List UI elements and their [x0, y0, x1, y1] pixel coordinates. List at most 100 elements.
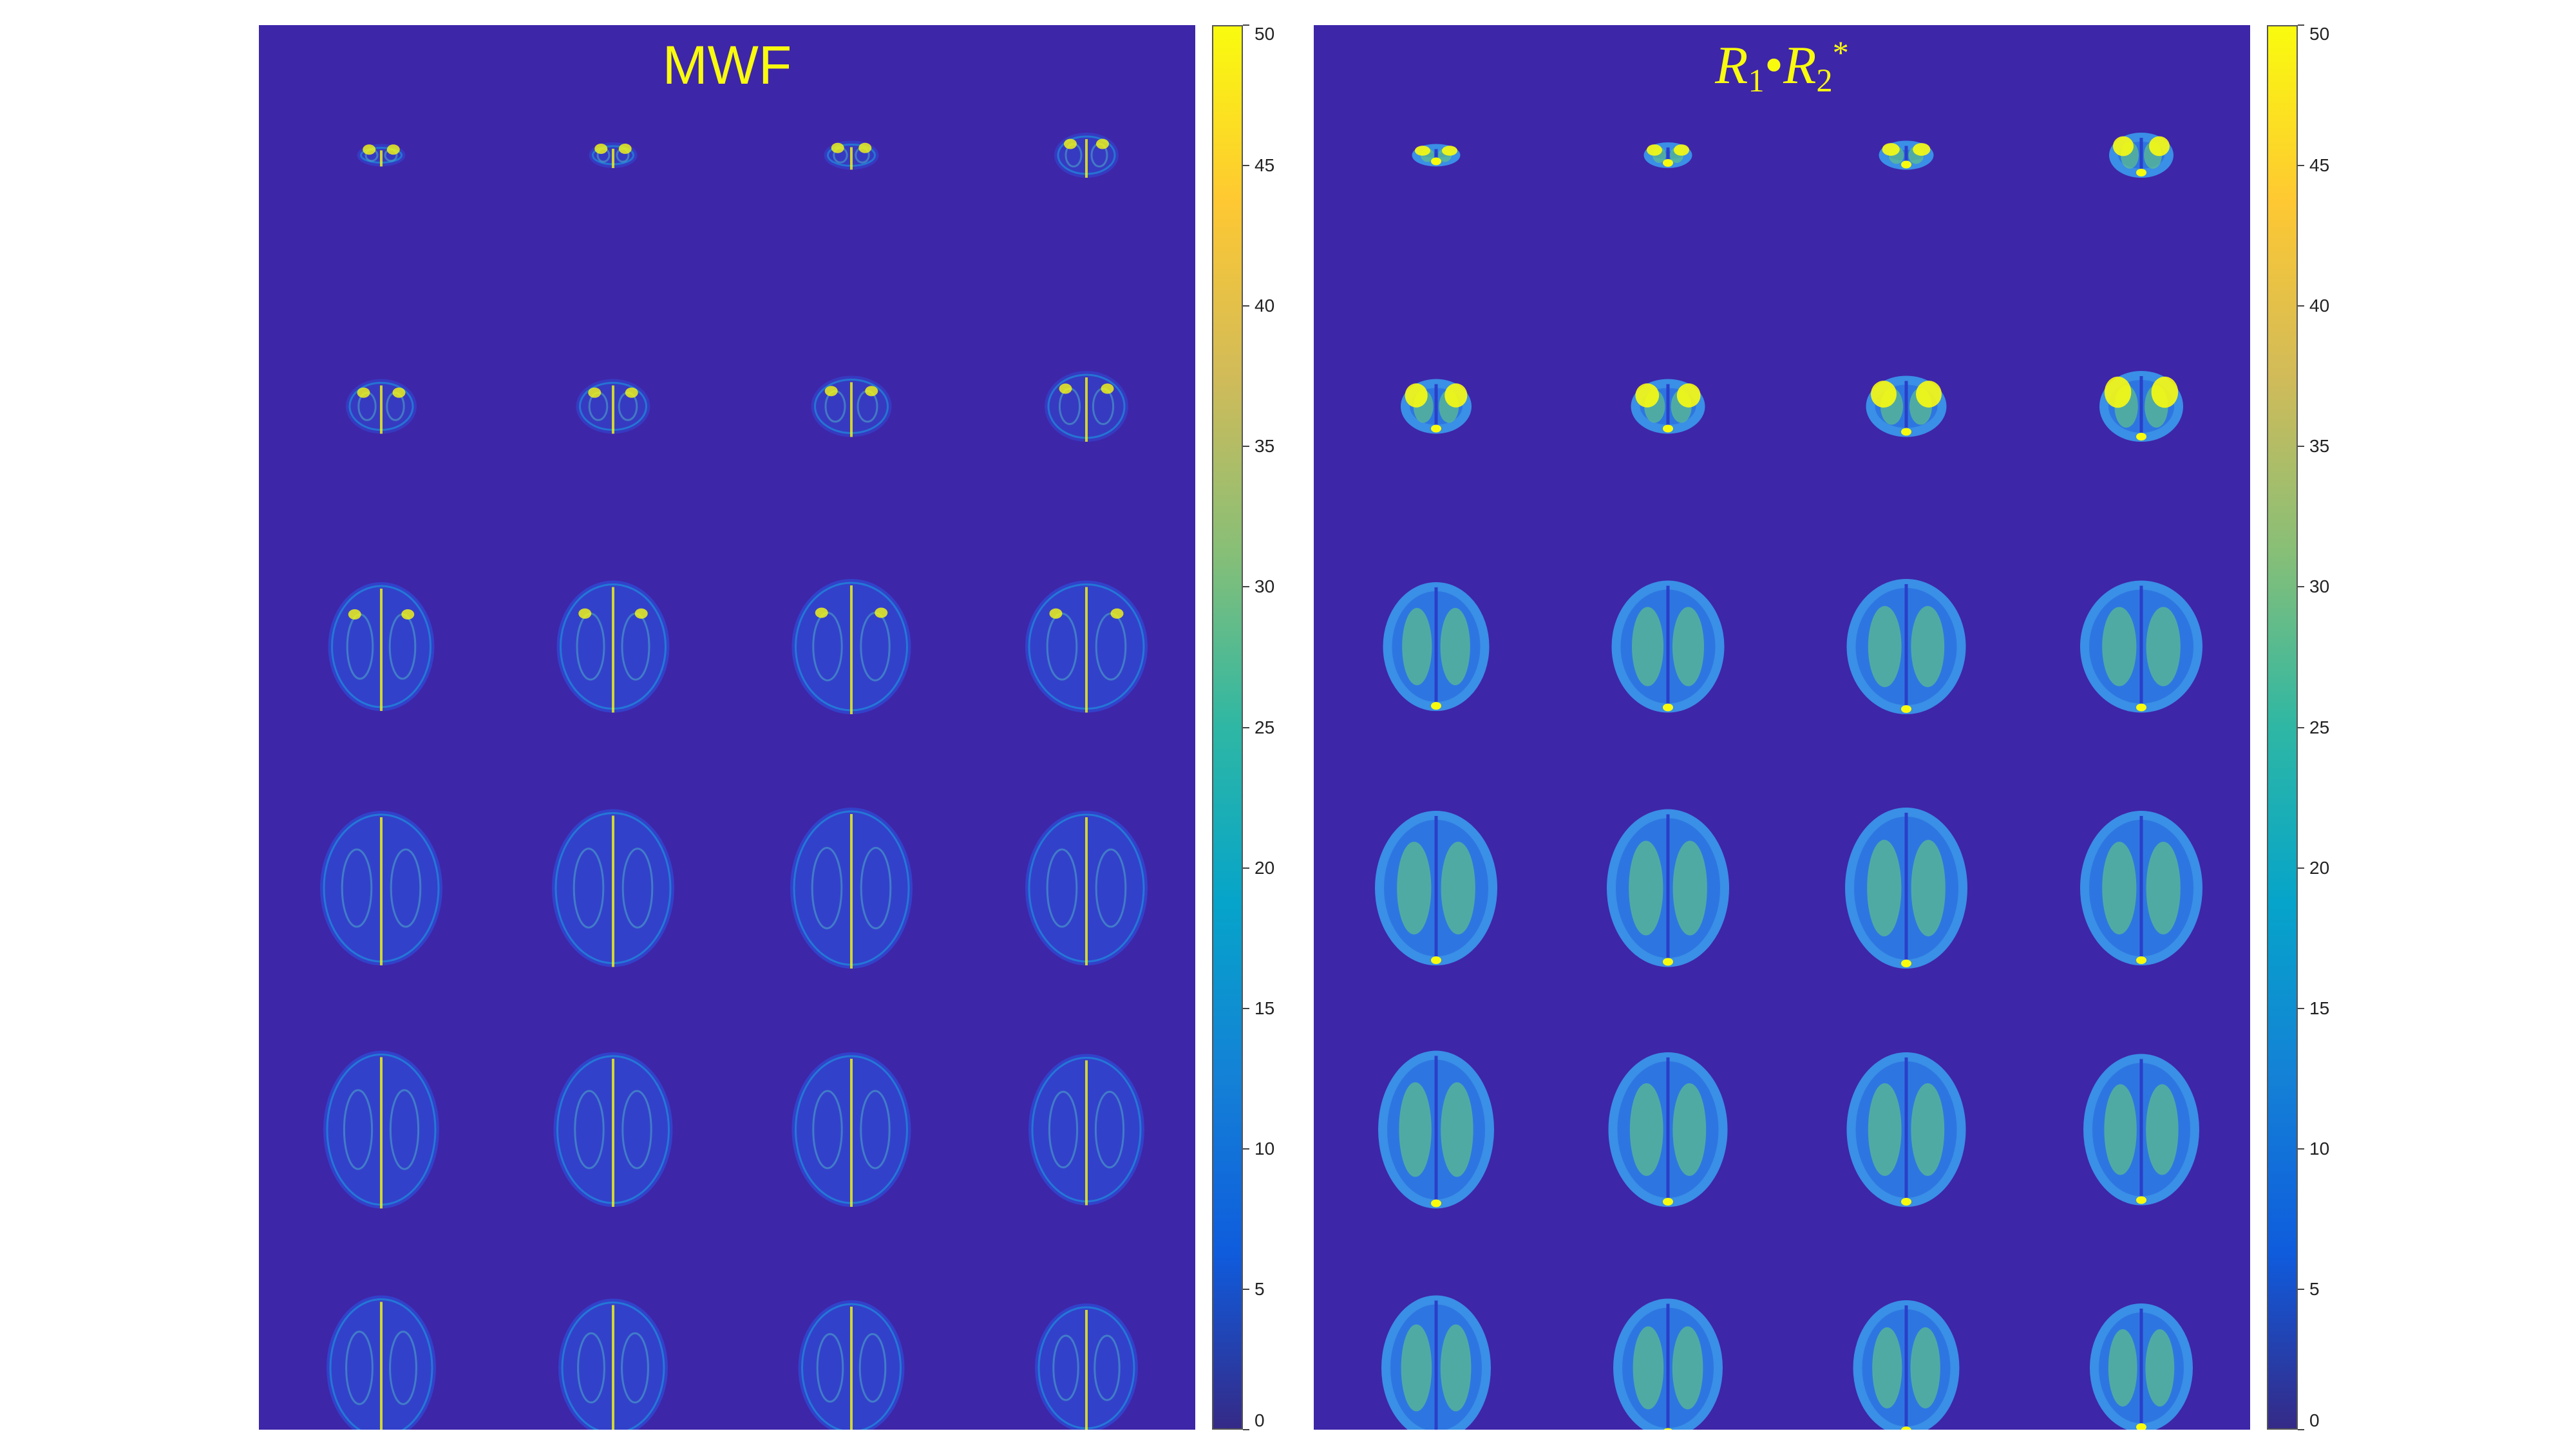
colorbar-tick [2298, 24, 2304, 26]
colorbar-tick-label: 20 [2309, 857, 2330, 878]
brain-slice [1383, 582, 1490, 711]
colorbar-tick-label: 50 [2309, 24, 2330, 44]
brain-slice [346, 379, 417, 434]
r1r2-slice-grid [1375, 133, 2202, 1430]
mwf-title: MWF [662, 35, 792, 95]
brain-slice [811, 375, 892, 437]
colorbar-tick [2298, 726, 2304, 728]
brain-slice [1607, 809, 1729, 967]
colorbar-tick [1243, 726, 1249, 728]
colorbar-tick [1243, 24, 1249, 26]
colorbar-tick-label: 0 [2309, 1410, 2320, 1430]
brain-slice [357, 144, 406, 167]
brain-slice [798, 1300, 905, 1430]
brain-slice [2080, 811, 2202, 965]
colorbar-tick [2298, 165, 2304, 167]
brain-slice [553, 1052, 673, 1207]
mwf-panel: MWF [259, 25, 1195, 1430]
colorbar-tick-label: 25 [2309, 717, 2330, 737]
colorbar-tick [1243, 446, 1249, 448]
r1r2-title: R1•R2* [1715, 35, 1849, 99]
brain-slice [2083, 1054, 2199, 1206]
brain-slice [1846, 579, 1966, 714]
brain-slice [1866, 375, 1947, 437]
brain-slice [1045, 371, 1128, 442]
brain-slice [1054, 133, 1119, 178]
brain-slice [589, 142, 638, 168]
colorbar-tick-label: 20 [1255, 857, 1275, 878]
colorbar-tick [2298, 1007, 2304, 1009]
mwf-slice-grid [320, 133, 1148, 1430]
colorbar-tick [1243, 305, 1249, 307]
brain-slice [1631, 379, 1705, 434]
colorbar-tick-label: 30 [1255, 576, 1275, 597]
colorbar-tick [2298, 586, 2304, 588]
colorbar-tick [1243, 586, 1249, 588]
brain-slice [2090, 1303, 2193, 1430]
colorbar-tick [2298, 446, 2304, 448]
brain-slice [1025, 580, 1148, 713]
brain-slice [1643, 142, 1692, 168]
brain-slice [1378, 1050, 1494, 1209]
colorbar-tick [2298, 1429, 2304, 1430]
brain-slice [1025, 811, 1148, 965]
brain-slice [556, 580, 670, 713]
brain-slice [791, 1052, 911, 1207]
colorbar-tick-label: 45 [1255, 155, 1275, 176]
brain-slice [327, 1295, 436, 1430]
brain-slice [2080, 580, 2202, 713]
colorbar-tick-label: 5 [2309, 1278, 2320, 1299]
brain-slice [2109, 133, 2174, 178]
r1r2-panel: R1•R2* [1314, 25, 2250, 1430]
brain-slice [1613, 1298, 1723, 1430]
colorbar-tick-label: 15 [2309, 998, 2330, 1018]
brain-slice [558, 1298, 668, 1430]
mwf-colorbar-ticks: 0 5 10 15 20 25 30 35 40 45 50 [1243, 24, 1282, 1430]
brain-slice [1035, 1303, 1138, 1430]
colorbar-tick [1243, 165, 1249, 167]
brain-slice [824, 140, 879, 170]
colorbar-tick [1243, 867, 1249, 869]
r1r2-colorbar-ticks: 0 5 10 15 20 25 30 35 40 45 50 [2298, 24, 2336, 1430]
colorbar-tick [1243, 1429, 1249, 1430]
brain-slice [1853, 1300, 1960, 1430]
colorbar-tick-label: 35 [2309, 436, 2330, 457]
colorbar-tick [2298, 1288, 2304, 1290]
colorbar-tick-label: 45 [2309, 155, 2330, 176]
brain-slice [1608, 1052, 1728, 1207]
r1r2-colorbar [2267, 25, 2298, 1430]
colorbar-tick-label: 40 [2309, 296, 2330, 316]
colorbar-tick-label: 50 [1255, 24, 1275, 44]
brain-slice [791, 579, 911, 714]
brain-slice [1611, 580, 1725, 713]
brain-slice [576, 379, 650, 434]
brain-slice [323, 1050, 439, 1209]
brain-slice [1845, 808, 1967, 969]
brain-slice [1028, 1054, 1144, 1206]
brain-slice [1846, 1052, 1966, 1207]
colorbar-tick-label: 40 [1255, 296, 1275, 316]
brain-slice [790, 808, 913, 969]
colorbar-tick-label: 10 [2309, 1138, 2330, 1159]
mwf-colorbar [1212, 25, 1243, 1430]
brain-slice [2099, 371, 2183, 442]
colorbar-tick-label: 25 [1255, 717, 1275, 737]
brain-slice [1879, 140, 1934, 170]
colorbar-tick-label: 0 [1255, 1410, 1265, 1430]
colorbar-tick-label: 10 [1255, 1138, 1275, 1159]
brain-slice [552, 809, 674, 967]
colorbar-tick [2298, 1148, 2304, 1150]
brain-slice [1412, 144, 1461, 167]
colorbar-tick [1243, 1148, 1249, 1150]
colorbar-tick [2298, 867, 2304, 869]
brain-slice [320, 811, 442, 965]
colorbar-tick [1243, 1007, 1249, 1009]
colorbar-tick [2298, 305, 2304, 307]
brain-slice [1375, 811, 1497, 965]
colorbar-tick-label: 35 [1255, 436, 1275, 457]
brain-slice [1401, 379, 1472, 434]
colorbar-tick-label: 15 [1255, 998, 1275, 1018]
colorbar-tick [1243, 1288, 1249, 1290]
colorbar-tick-label: 5 [1255, 1278, 1265, 1299]
colorbar-tick-label: 30 [2309, 576, 2330, 597]
